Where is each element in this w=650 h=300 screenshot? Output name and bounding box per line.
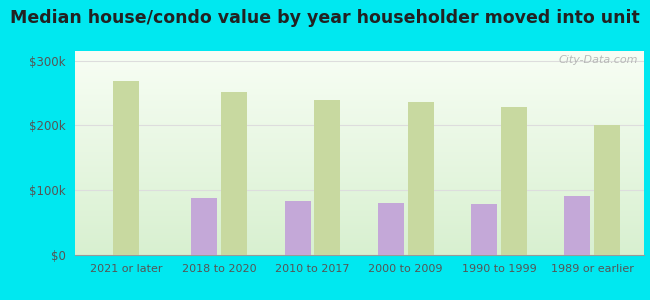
Bar	[113, 81, 139, 255]
Bar	[221, 92, 247, 255]
Bar	[408, 101, 434, 255]
Bar	[378, 202, 404, 255]
Bar	[471, 204, 497, 255]
Text: City-Data.com: City-Data.com	[558, 55, 638, 65]
Bar	[315, 100, 341, 255]
Bar	[594, 125, 620, 255]
Text: Median house/condo value by year householder moved into unit: Median house/condo value by year househo…	[10, 9, 640, 27]
Bar	[564, 196, 590, 255]
Bar	[191, 198, 217, 255]
Bar	[285, 201, 311, 255]
Bar	[501, 107, 527, 255]
